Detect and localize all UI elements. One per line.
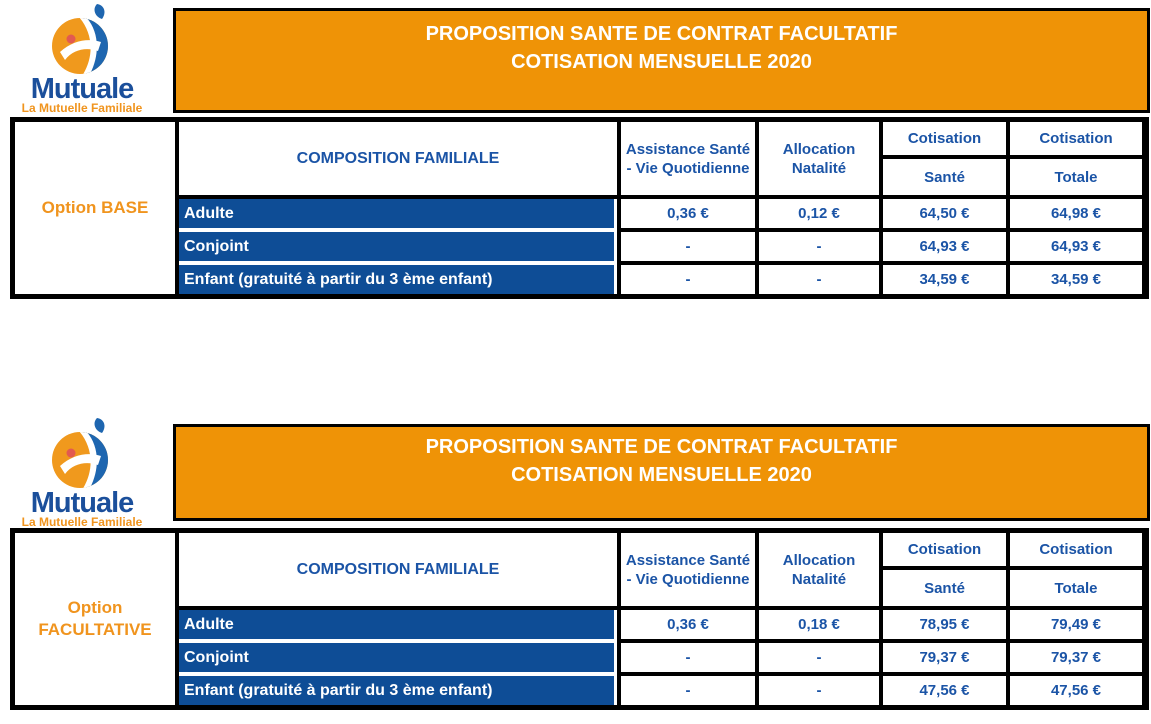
sante-subheader: Santé [883, 570, 1006, 606]
mutuale-logo-icon [52, 4, 108, 74]
cell-enfant-assistance: - [621, 265, 755, 294]
cell-adulte-assistance: 0,36 € [621, 199, 755, 228]
row-label-conjoint: Conjoint [179, 643, 614, 672]
cell-conjoint-allocation: - [759, 232, 879, 261]
banner-title-line2: COTISATION MENSUELLE 2020 [511, 464, 812, 486]
cell-conjoint-totale: 64,93 € [1010, 232, 1142, 261]
allocation-header: Allocation Natalité [759, 122, 879, 195]
cell-conjoint-allocation: - [759, 643, 879, 672]
cell-adulte-assistance: 0,36 € [621, 610, 755, 639]
cotisation-sante-header: Cotisation [883, 122, 1006, 155]
cell-enfant-assistance: - [621, 676, 755, 705]
cotisation-totale-header: Cotisation [1010, 533, 1142, 566]
composition-header: COMPOSITION FAMILIALE [179, 122, 617, 195]
cell-adulte-totale: 64,98 € [1010, 199, 1142, 228]
composition-rows: Adulte Conjoint Enfant (gratuité à parti… [179, 610, 617, 705]
mutuale-logo: Mutuale La Mutuelle Familiale [16, 2, 148, 114]
mutuale-logo-icon [52, 418, 108, 488]
cell-adulte-allocation: 0,12 € [759, 199, 879, 228]
row-label-adulte: Adulte [179, 610, 614, 639]
brand-name: Mutuale [30, 487, 135, 519]
sante-subheader: Santé [883, 159, 1006, 195]
composition-header: COMPOSITION FAMILIALE [179, 533, 617, 606]
cell-conjoint-sante: 79,37 € [883, 643, 1006, 672]
option-label-facultative: Option FACULTATIVE [15, 533, 175, 705]
totale-subheader: Totale [1010, 159, 1142, 195]
cotisation-sante-header: Cotisation [883, 533, 1006, 566]
banner-facultative: PROPOSITION SANTE DE CONTRAT FACULTATIF … [173, 424, 1150, 521]
cell-conjoint-totale: 79,37 € [1010, 643, 1142, 672]
cotisation-totale-header: Cotisation [1010, 122, 1142, 155]
cell-enfant-allocation: - [759, 265, 879, 294]
banner-title-line2: COTISATION MENSUELLE 2020 [511, 51, 812, 73]
row-label-adulte: Adulte [179, 199, 614, 228]
brand-tagline: La Mutuelle Familiale [21, 101, 143, 115]
row-label-enfant: Enfant (gratuité à partir du 3 ème enfan… [179, 676, 614, 705]
assistance-header: Assistance Santé - Vie Quotidienne [621, 533, 755, 606]
pricing-table-facultative: Option FACULTATIVE COMPOSITION FAMILIALE… [10, 528, 1149, 710]
banner-title-line1: PROPOSITION SANTE DE CONTRAT FACULTATIF [425, 436, 898, 458]
pricing-table-base: Option BASE COMPOSITION FAMILIALE Assist… [10, 117, 1149, 299]
row-label-enfant: Enfant (gratuité à partir du 3 ème enfan… [179, 265, 614, 294]
banner-title-line1: PROPOSITION SANTE DE CONTRAT FACULTATIF [425, 23, 898, 45]
mutuale-logo: Mutuale La Mutuelle Familiale [16, 416, 148, 528]
allocation-header: Allocation Natalité [759, 533, 879, 606]
cell-conjoint-assistance: - [621, 232, 755, 261]
cell-conjoint-assistance: - [621, 643, 755, 672]
cell-adulte-allocation: 0,18 € [759, 610, 879, 639]
brand-tagline: La Mutuelle Familiale [21, 515, 143, 529]
assistance-header: Assistance Santé - Vie Quotidienne [621, 122, 755, 195]
cell-enfant-sante: 47,56 € [883, 676, 1006, 705]
cell-conjoint-sante: 64,93 € [883, 232, 1006, 261]
totale-subheader: Totale [1010, 570, 1142, 606]
banner-base: PROPOSITION SANTE DE CONTRAT FACULTATIF … [173, 8, 1150, 113]
cell-enfant-totale: 34,59 € [1010, 265, 1142, 294]
cell-adulte-totale: 79,49 € [1010, 610, 1142, 639]
row-label-conjoint: Conjoint [179, 232, 614, 261]
cell-enfant-sante: 34,59 € [883, 265, 1006, 294]
cell-adulte-sante: 78,95 € [883, 610, 1006, 639]
cell-enfant-totale: 47,56 € [1010, 676, 1142, 705]
option-label-base: Option BASE [15, 122, 175, 294]
composition-rows: Adulte Conjoint Enfant (gratuité à parti… [179, 199, 617, 294]
brand-name: Mutuale [30, 73, 135, 105]
cell-enfant-allocation: - [759, 676, 879, 705]
cell-adulte-sante: 64,50 € [883, 199, 1006, 228]
